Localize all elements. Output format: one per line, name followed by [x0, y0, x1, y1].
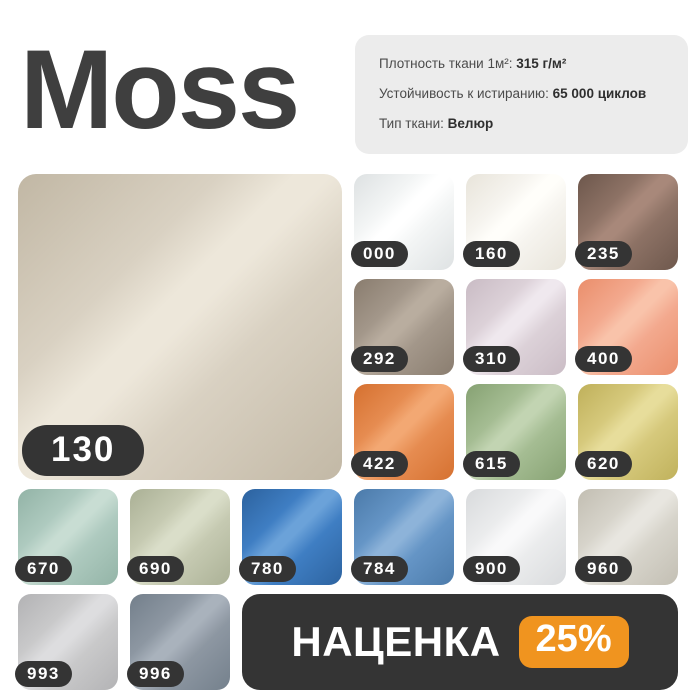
swatch-code-badge: 784 [351, 556, 408, 582]
swatch-993[interactable]: 993 [15, 594, 118, 690]
swatch-400[interactable]: 400 [575, 279, 678, 375]
swatch-690[interactable]: 690 [127, 489, 230, 585]
specs-panel: Плотность ткани 1м²: 315 г/м² Устойчивос… [355, 35, 688, 154]
swatch-235[interactable]: 235 [575, 174, 678, 270]
swatch-130[interactable]: 130 [18, 174, 342, 480]
spec-value: 65 000 циклов [552, 86, 647, 102]
swatch-960[interactable]: 960 [575, 489, 678, 585]
swatch-code-badge: 422 [351, 451, 408, 477]
swatch-670[interactable]: 670 [15, 489, 118, 585]
swatch-code-badge: 400 [575, 346, 632, 372]
swatch-code-badge: 996 [127, 661, 184, 687]
swatch-code-badge: 900 [463, 556, 520, 582]
swatch-code-badge: 670 [15, 556, 72, 582]
promo-badge: НАЦЕНКА 25% [242, 594, 678, 690]
swatch-code-badge: 690 [127, 556, 184, 582]
swatch-code-badge: 615 [463, 451, 520, 477]
swatch-780[interactable]: 780 [239, 489, 342, 585]
swatch-code-badge: 780 [239, 556, 296, 582]
swatch-code-badge: 130 [22, 425, 145, 476]
swatch-code-badge: 960 [575, 556, 632, 582]
swatch-code-badge: 000 [351, 241, 408, 267]
swatch-code-badge: 310 [463, 346, 520, 372]
swatch-grid: НАЦЕНКА 25% 130 000 160 235 292 310 400 … [15, 174, 678, 690]
spec-value: Велюр [447, 115, 494, 131]
spec-row-abrasion: Устойчивость к истиранию: 65 000 циклов [379, 85, 670, 104]
promo-discount-pill: 25% [518, 616, 629, 668]
swatch-620[interactable]: 620 [575, 384, 678, 480]
swatch-code-badge: 993 [15, 661, 72, 687]
swatch-615[interactable]: 615 [463, 384, 566, 480]
swatch-292[interactable]: 292 [351, 279, 454, 375]
swatch-422[interactable]: 422 [351, 384, 454, 480]
swatch-code-badge: 292 [351, 346, 408, 372]
swatch-784[interactable]: 784 [351, 489, 454, 585]
spec-row-density: Плотность ткани 1м²: 315 г/м² [379, 55, 670, 74]
spec-label: Плотность ткани 1м²: [379, 56, 513, 72]
swatch-code-badge: 235 [575, 241, 632, 267]
spec-value: 315 г/м² [516, 56, 567, 72]
page-title: Moss [20, 27, 300, 152]
swatch-900[interactable]: 900 [463, 489, 566, 585]
spec-label: Тип ткани: [379, 115, 444, 131]
swatch-160[interactable]: 160 [463, 174, 566, 270]
spec-label: Устойчивость к истиранию: [379, 86, 549, 102]
swatch-code-badge: 160 [463, 241, 520, 267]
swatch-code-badge: 620 [575, 451, 632, 477]
swatch-996[interactable]: 996 [127, 594, 230, 690]
swatch-000[interactable]: 000 [351, 174, 454, 270]
swatch-310[interactable]: 310 [463, 279, 566, 375]
spec-row-fabric-type: Тип ткани: Велюр [379, 115, 670, 134]
promo-label: НАЦЕНКА [291, 618, 501, 665]
